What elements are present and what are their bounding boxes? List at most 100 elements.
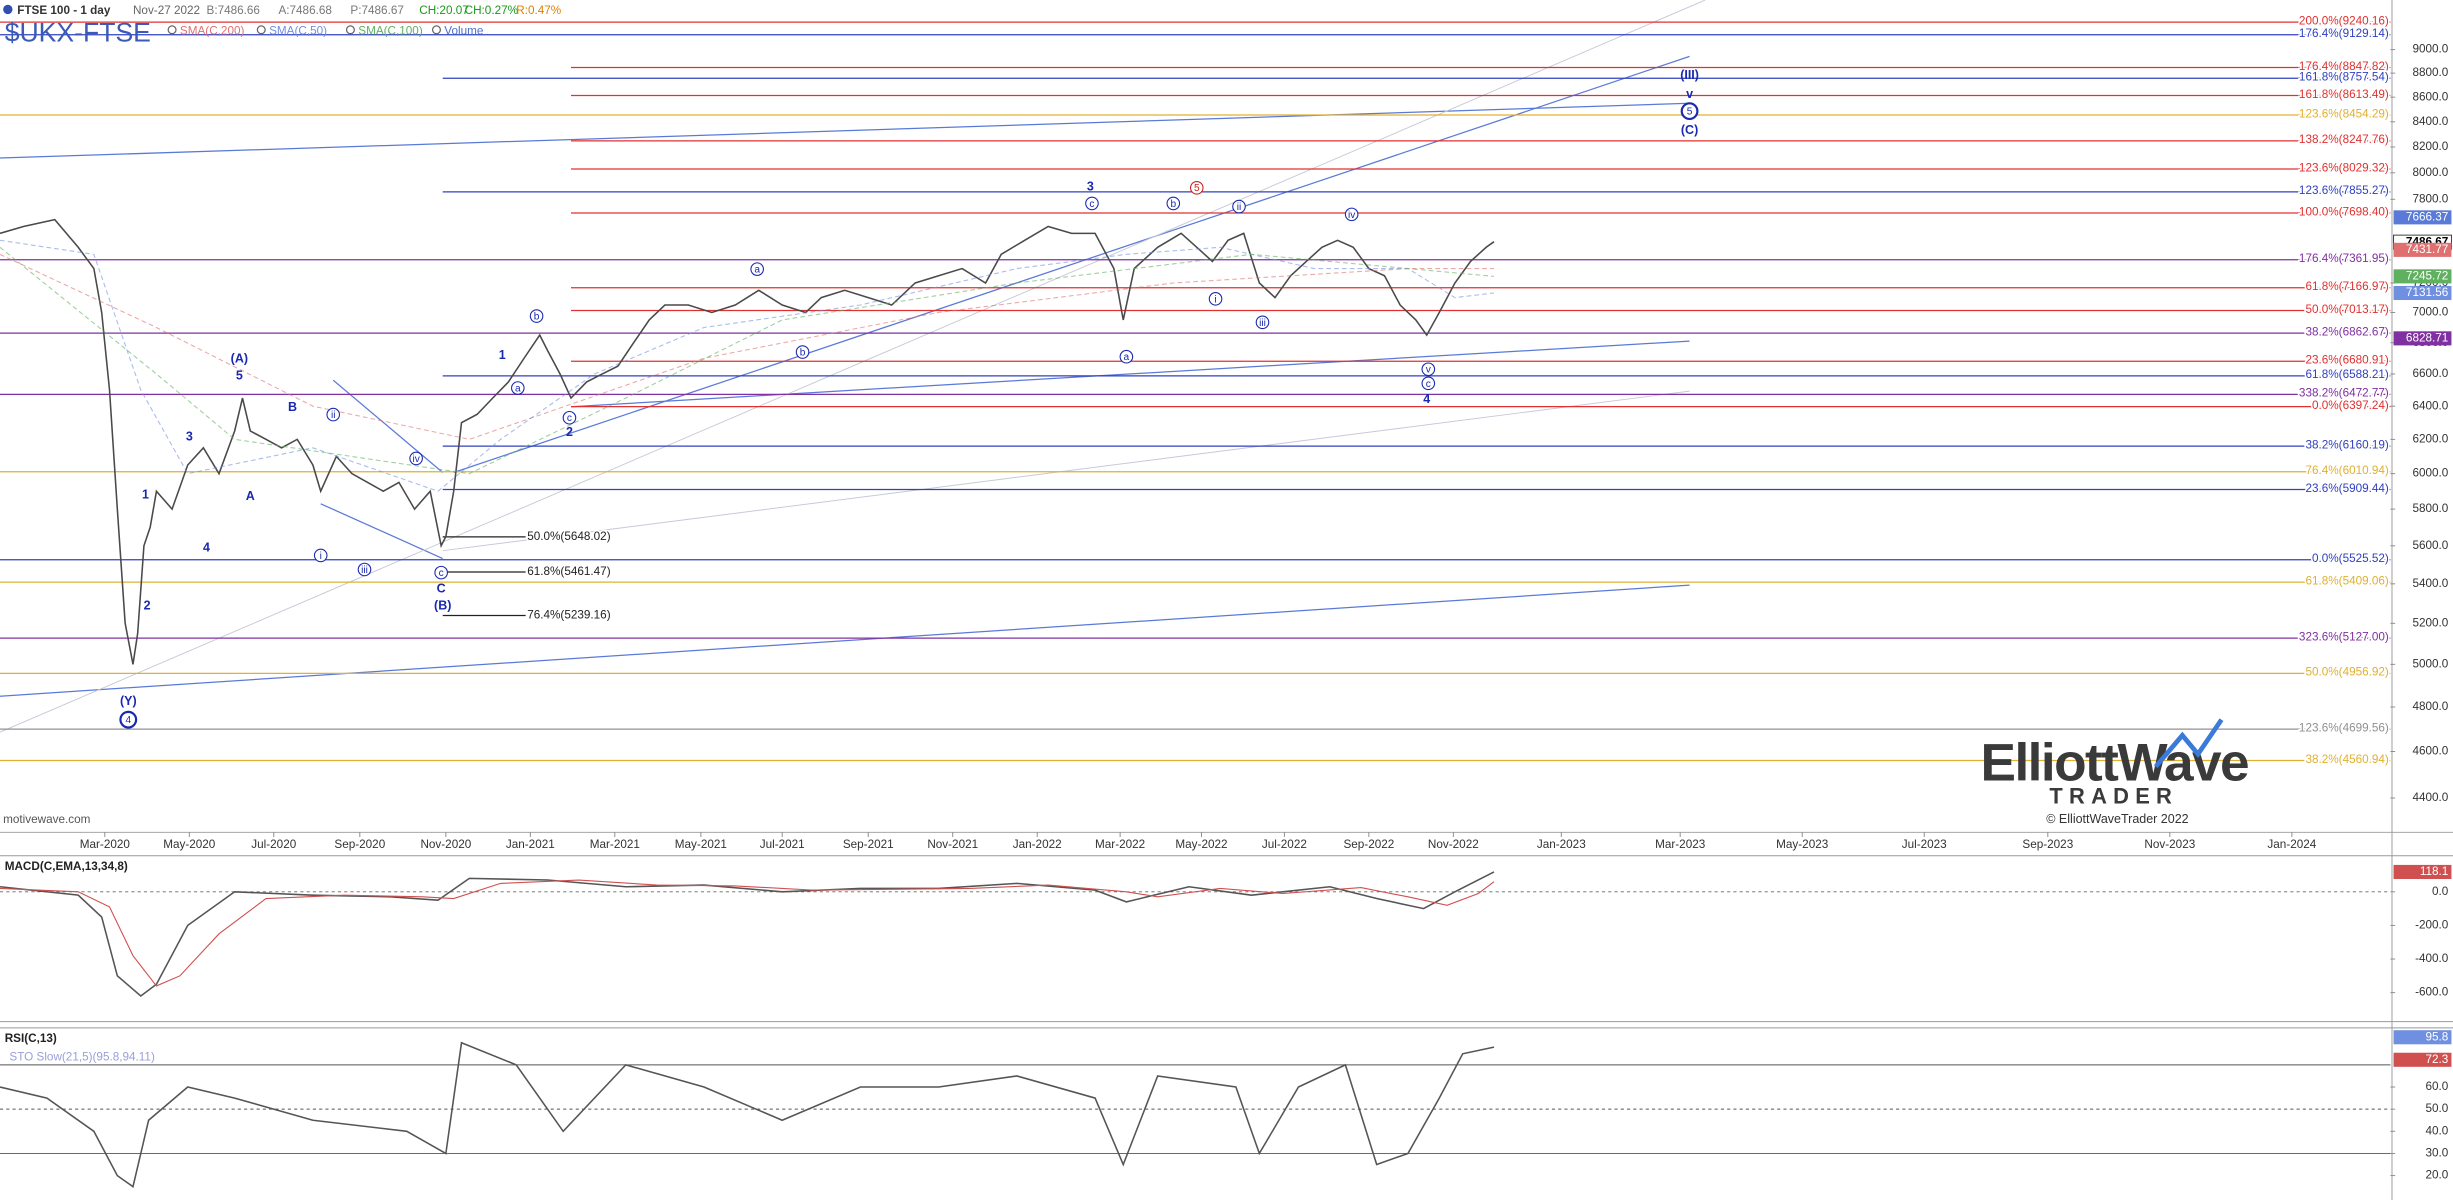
wave-circle — [1189, 180, 1204, 195]
wave-circle — [434, 565, 448, 580]
wave-label: c — [567, 413, 572, 424]
wave-label: iv — [412, 454, 420, 465]
x-tick-label: Mar-2022 — [1095, 838, 1145, 851]
trend-line — [570, 340, 1690, 408]
y-tick-label: 5200.0 — [2412, 616, 2448, 629]
quote-field: R:0.47% — [516, 4, 561, 17]
wave-label: (III) — [1680, 68, 1699, 82]
symbol: $UKX-FTSE — [5, 17, 151, 47]
fib-label: 200.0%(9240.16) — [2299, 14, 2389, 27]
x-tick-label: Jan-2022 — [1013, 838, 1062, 851]
x-tick-label: Sep-2020 — [334, 838, 385, 851]
wave-circle — [562, 410, 577, 425]
fib-label: 50.0%(7013.17) — [2305, 303, 2388, 316]
price-tag — [2393, 1030, 2452, 1045]
price-tag-label: 7666.37 — [2406, 210, 2448, 223]
series-line — [0, 1041, 1495, 1188]
wave-circle — [795, 345, 810, 359]
y-tick-label: -200.0 — [2415, 919, 2449, 932]
wave-circle — [357, 562, 372, 577]
wave-label: (B) — [434, 599, 451, 613]
wave-label: 1 — [142, 487, 149, 501]
y-tick-label: 40.0 — [2425, 1124, 2448, 1137]
wave-circle — [1421, 362, 1436, 377]
y-tick-label: 6000.0 — [2412, 467, 2448, 480]
x-tick-label: Mar-2021 — [590, 838, 640, 851]
wave-circle — [326, 407, 341, 422]
wave-label: a — [515, 383, 521, 394]
wave-label: 2 — [566, 425, 573, 439]
wave-circle — [529, 309, 544, 323]
price-tag-label: 7431.77 — [2406, 243, 2448, 256]
x-tick-label: Jul-2020 — [251, 838, 296, 851]
wave-label: C — [437, 581, 446, 595]
price-tag — [2393, 210, 2452, 225]
wave-circle — [511, 381, 525, 395]
y-tick-label: 8000.0 — [2412, 166, 2448, 179]
wave-label: 4 — [125, 715, 131, 726]
trend-lines — [0, 0, 1706, 733]
trend-line — [442, 390, 1690, 552]
wave-label: 4 — [1423, 392, 1430, 406]
wave-circle — [1208, 292, 1223, 306]
price-tag — [2393, 331, 2452, 346]
wave-label: A — [246, 489, 255, 503]
x-tick-label: Jan-2023 — [1537, 838, 1586, 851]
panel-title: RSI(C,13) — [5, 1032, 57, 1045]
macd-panel: 0.0 -200.0 -400.0 -600.0 118.1 MACD(C,EMA,13,… — [0, 860, 2452, 999]
y-tick-label: 30.0 — [2425, 1147, 2448, 1160]
wave-label: (C) — [1681, 123, 1698, 137]
legend-icon — [431, 25, 442, 35]
panel-title: MACD(C,EMA,13,34,8) — [5, 860, 128, 873]
fib-label: 123.6%(8029.32) — [2299, 161, 2389, 174]
wave-label: a — [1124, 352, 1130, 363]
wave-label: ii — [331, 410, 336, 421]
wave-label: b — [1170, 199, 1176, 210]
fib-label: 23.6%(6680.91) — [2305, 354, 2388, 367]
x-tick-label: May-2023 — [1776, 838, 1828, 851]
y-tick-label: 5800.0 — [2412, 502, 2448, 515]
wave-circle — [1344, 207, 1359, 222]
fib-label: 176.4%(8847.82) — [2299, 60, 2389, 73]
fib-label: 38.2%(6862.67) — [2305, 325, 2388, 338]
watermark: motivewave.com — [3, 813, 90, 826]
wave-circle — [750, 262, 764, 276]
wave-label: 3 — [1087, 179, 1094, 193]
legend-icon — [345, 25, 355, 35]
x-tick-label: May-2020 — [163, 838, 216, 851]
x-tick-label: Sep-2022 — [1343, 838, 1394, 851]
fib-label: 338.2%(6472.77) — [2299, 387, 2389, 400]
wave-circle — [1166, 196, 1181, 211]
wave-circle — [119, 710, 138, 729]
wave-circle — [1232, 199, 1246, 214]
y-tick-label: 8400.0 — [2412, 115, 2448, 128]
trend-line — [0, 584, 1690, 697]
x-tick-label: Jul-2021 — [760, 838, 805, 851]
wave-label: v — [1426, 365, 1432, 376]
fib-label: 100.0%(7698.40) — [2299, 205, 2389, 218]
fib-label: 161.8%(8757.54) — [2299, 71, 2389, 84]
price-tag-label: 118.1 — [2420, 865, 2448, 878]
wave-label: ii — [1237, 202, 1242, 213]
fib-label: 123.6%(7855.27) — [2299, 184, 2389, 197]
legend-entry: SMA(C,200) — [180, 24, 245, 37]
fib-label: 123.6%(4699.56) — [2299, 721, 2389, 734]
price-tag-label: 72.3 — [2425, 1053, 2448, 1066]
wave-label: (Y) — [120, 694, 137, 708]
fib-label: 0.0%(5525.52) — [2312, 552, 2389, 565]
y-tick-label: 9000.0 — [2412, 43, 2448, 56]
y-tick-label: 5400.0 — [2412, 577, 2448, 590]
y-tick-label: -600.0 — [2415, 986, 2449, 999]
price-tag-label: 95.8 — [2425, 1030, 2448, 1043]
x-tick-label: Nov-2023 — [2144, 838, 2195, 851]
wave-circle — [1421, 376, 1436, 391]
wave-circle — [1119, 349, 1134, 364]
y-tick-label: 8200.0 — [2412, 140, 2448, 153]
y-tick-label: 6400.0 — [2412, 399, 2448, 412]
price-tag-label: 7245.72 — [2406, 269, 2448, 282]
y-tick-label: 60.0 — [2425, 1080, 2448, 1093]
x-tick-label: Nov-2021 — [927, 838, 978, 851]
wave-label: c — [439, 568, 444, 579]
